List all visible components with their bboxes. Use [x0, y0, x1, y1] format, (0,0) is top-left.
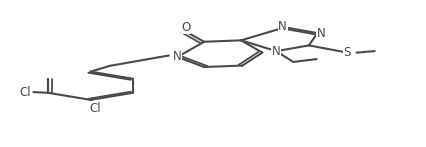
- Text: N: N: [316, 27, 325, 40]
- Text: Cl: Cl: [89, 102, 100, 115]
- Text: N: N: [173, 50, 181, 63]
- Text: Cl: Cl: [19, 86, 31, 99]
- Text: N: N: [278, 20, 286, 33]
- Text: N: N: [271, 45, 280, 58]
- Text: S: S: [343, 46, 350, 59]
- Text: O: O: [181, 21, 190, 34]
